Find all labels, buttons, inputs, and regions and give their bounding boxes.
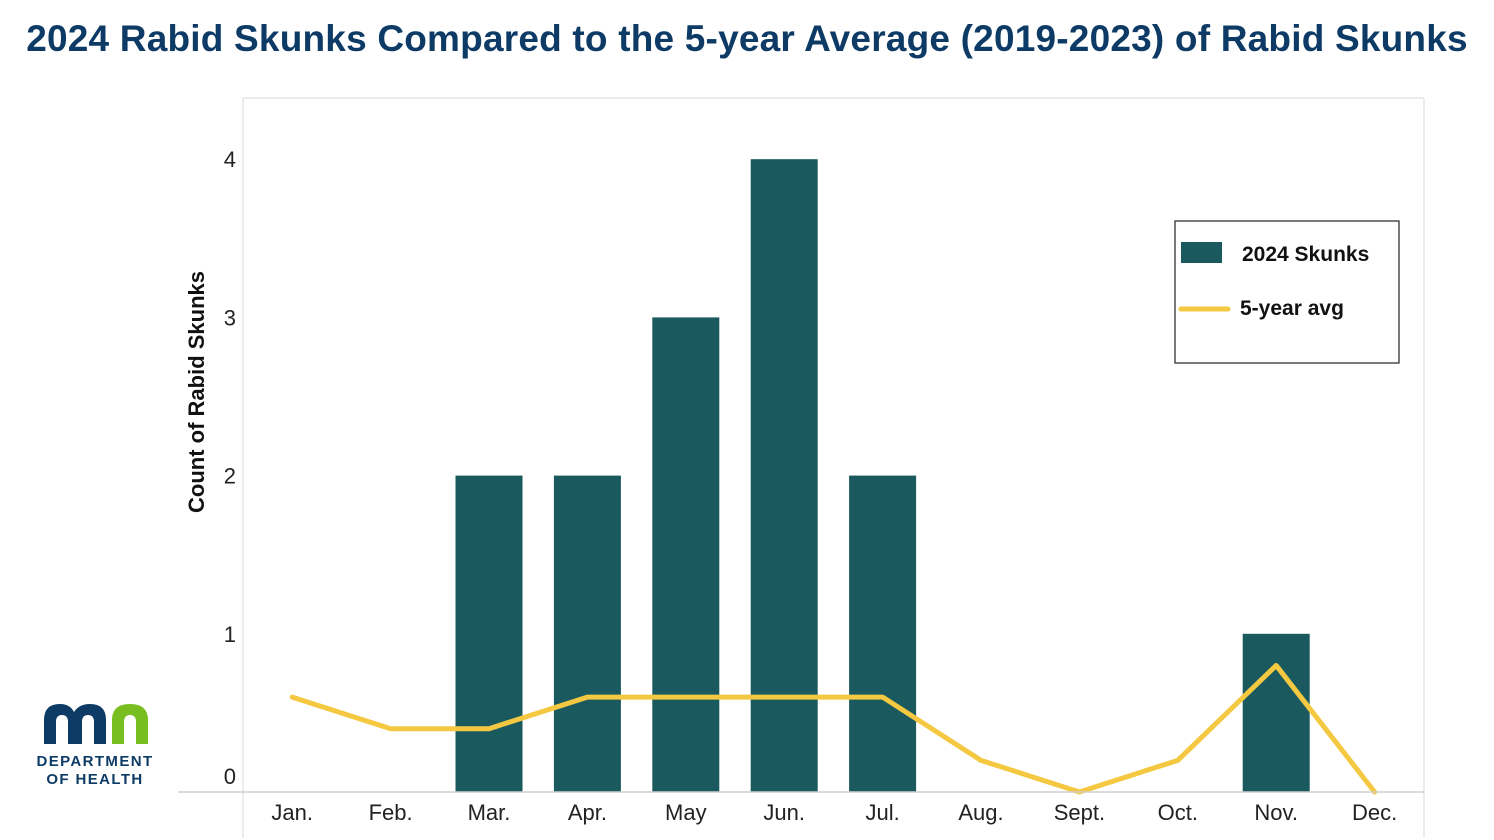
y-axis-title: Count of Rabid Skunks xyxy=(184,271,209,513)
x-tick-label: Jul. xyxy=(865,800,899,825)
x-tick-label: Nov. xyxy=(1254,800,1298,825)
bar-4 xyxy=(652,317,720,792)
y-tick-label: 1 xyxy=(224,622,236,647)
x-tick-label: Dec. xyxy=(1352,800,1397,825)
legend-bar-swatch xyxy=(1181,242,1222,263)
department-of-health-logo: DEPARTMENT OF HEALTH xyxy=(30,696,160,789)
bar-series xyxy=(455,159,1310,792)
x-tick-label: Jan. xyxy=(271,800,313,825)
legend-label-line: 5-year avg xyxy=(1240,297,1344,320)
y-tick-label: 2 xyxy=(224,464,236,489)
bar-5 xyxy=(750,159,818,792)
y-axis: 0 1 2 3 4 Count of Rabid Skunks xyxy=(184,147,236,789)
bar-3 xyxy=(553,475,621,792)
x-tick-label: Mar. xyxy=(468,800,511,825)
x-tick-label: Sept. xyxy=(1054,800,1105,825)
mn-logo-icon xyxy=(44,704,148,744)
y-tick-label: 0 xyxy=(224,764,236,789)
x-axis: Jan. Feb. Mar. Apr. May Jun. Jul. Aug. Sept. Oct.… xyxy=(178,791,1424,825)
legend-label-bar: 2024 Skunks xyxy=(1242,243,1369,266)
x-tick-label: Oct. xyxy=(1158,800,1198,825)
line-series xyxy=(289,662,1378,795)
x-tick-label: Aug. xyxy=(958,800,1003,825)
y-tick-label: 3 xyxy=(224,305,236,330)
avg-line xyxy=(289,662,1378,795)
x-tick-label: Apr. xyxy=(568,800,607,825)
bar-10 xyxy=(1242,633,1310,792)
x-tick-label: Feb. xyxy=(369,800,413,825)
x-tick-label: Jun. xyxy=(763,800,805,825)
bar-6 xyxy=(849,475,917,792)
x-tick-label: May xyxy=(665,800,707,825)
y-tick-label: 4 xyxy=(224,147,236,172)
legend: 2024 Skunks 5-year avg xyxy=(1174,220,1400,364)
bar-2 xyxy=(455,475,523,792)
logo-line-1: DEPARTMENT xyxy=(36,753,154,770)
logo-line-2: OF HEALTH xyxy=(46,771,144,788)
chart-title: 2024 Rabid Skunks Compared to the 5-year… xyxy=(26,18,1468,59)
plot-frame xyxy=(242,97,1425,838)
